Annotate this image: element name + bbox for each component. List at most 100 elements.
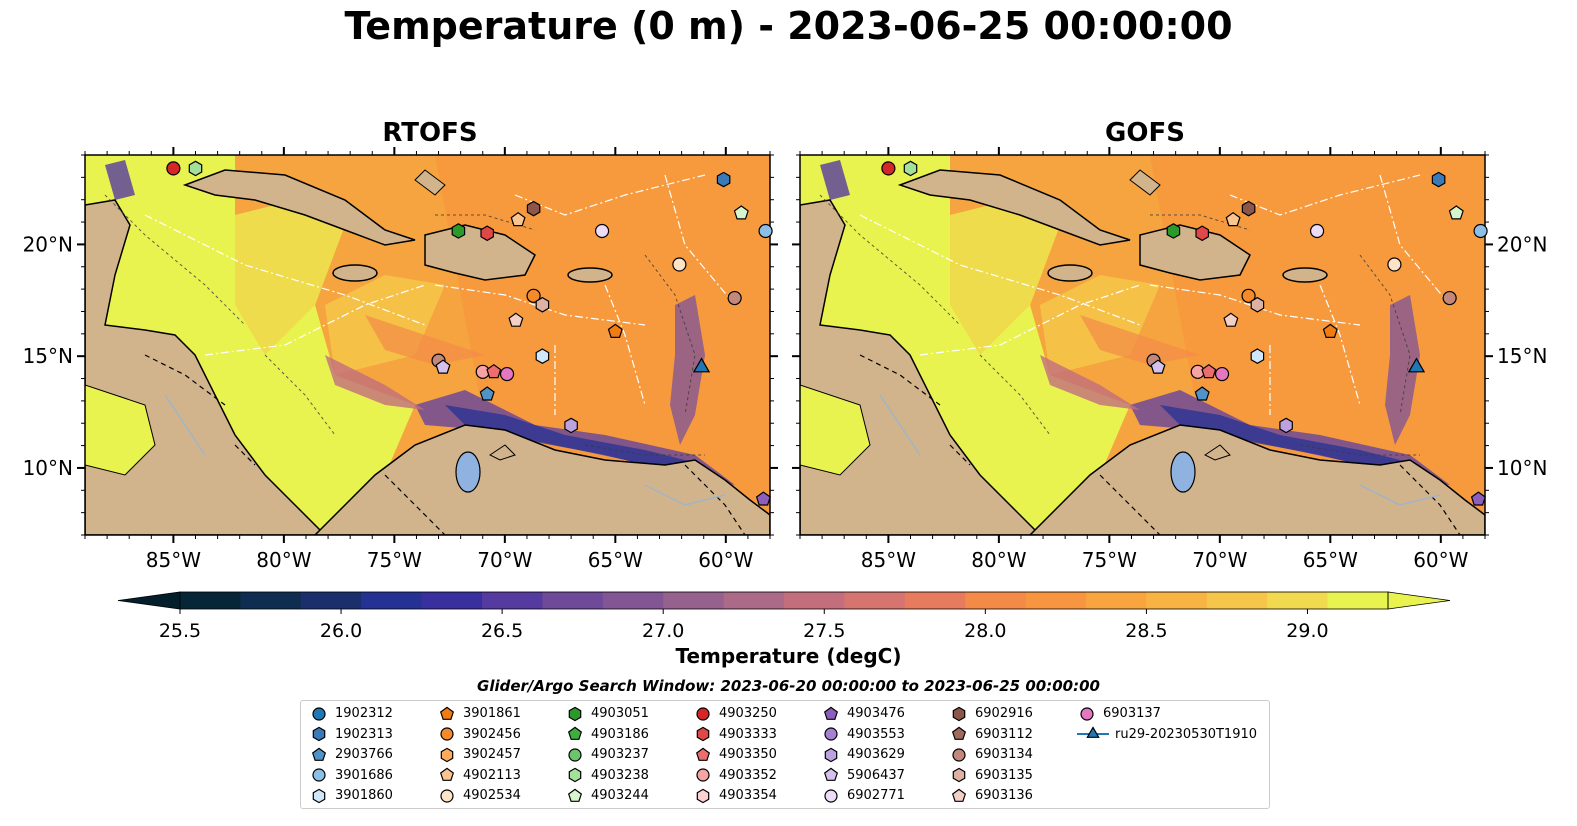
colorbar-label: Temperature (degC)	[675, 644, 902, 668]
lat-tick-label: 20°N	[23, 232, 73, 256]
legend-marker	[696, 726, 710, 742]
legend-marker-shape	[439, 767, 455, 781]
legend-marker	[696, 768, 710, 782]
legend-marker-shape	[312, 788, 326, 803]
legend-item: 4903354	[693, 786, 777, 805]
lon-tick-label: 70°W	[477, 548, 532, 572]
legend-label: 4902534	[463, 788, 521, 803]
legend-item: 1902312	[309, 704, 393, 723]
legend-marker-shape	[696, 788, 710, 803]
legend-label: ru29-20230530T1910	[1115, 726, 1258, 742]
legend-marker	[1080, 706, 1094, 721]
legend-marker-shape	[312, 768, 326, 782]
legend-label: 6903112	[975, 726, 1033, 742]
panel-title-rtofs: RTOFS	[382, 118, 478, 148]
colorbar-frame	[179, 591, 1389, 610]
legend-marker	[567, 726, 583, 740]
legend-item: 6903135	[949, 766, 1033, 785]
lon-tick-label: 65°W	[588, 548, 643, 572]
colorbar-segment	[1086, 592, 1147, 609]
float-marker-6902771	[594, 223, 610, 239]
float-marker-1902313	[716, 171, 731, 188]
float-marker-4902113	[510, 211, 526, 227]
float-marker-3901860	[535, 348, 550, 364]
legend-marker	[312, 768, 326, 782]
float-marker-4903333	[480, 225, 494, 242]
float-marker-4903244	[1448, 205, 1464, 220]
legend-label: 3901686	[335, 767, 393, 783]
colorbar-tick-label: 28.5	[1125, 620, 1167, 642]
legend-label: 4903476	[847, 706, 905, 721]
gofs-frame	[799, 154, 1486, 536]
legend-marker-shape	[311, 747, 327, 761]
float-marker-6903134	[1442, 290, 1457, 306]
float-marker-6903137	[1214, 366, 1230, 382]
legend-marker-shape	[568, 747, 582, 762]
float-marker-3901686	[1473, 223, 1488, 239]
legend-marker	[312, 706, 326, 721]
lon-tick-label: 85°W	[146, 548, 201, 572]
float-marker-6902916	[1241, 200, 1256, 217]
colorbar-segment	[361, 592, 423, 609]
legend-marker-shape	[952, 747, 966, 762]
legend-item: 3902457	[437, 745, 521, 764]
legend-marker-shape	[823, 767, 839, 781]
float-marker-2903766	[479, 386, 495, 401]
legend-marker-shape	[951, 788, 967, 802]
float-marker-3901860	[1250, 348, 1265, 364]
lat-tick-label: 10°N	[23, 456, 73, 480]
colorbar-segment	[1025, 592, 1087, 609]
legend-label: 1902313	[335, 726, 393, 742]
legend-label: 4902113	[463, 767, 521, 783]
legend-item: 6902916	[949, 704, 1033, 723]
legend-item: 4903629	[821, 745, 905, 764]
legend-marker-shape	[952, 706, 966, 721]
legend-item: 4903237	[565, 745, 649, 764]
legend-label: 6903135	[975, 767, 1033, 783]
legend-marker-shape	[568, 706, 582, 721]
colorbar-segment	[1146, 592, 1208, 609]
colorbar-segment	[784, 592, 845, 609]
colorbar-tick-label: 27.5	[803, 620, 845, 642]
colorbar-tick-label: 25.5	[159, 620, 201, 642]
legend-label: 1902312	[335, 706, 393, 721]
float-marker-4902534	[672, 257, 687, 272]
legend-marker	[439, 767, 455, 781]
float-marker-3901686	[758, 223, 773, 239]
legend-label: 6902771	[847, 788, 905, 803]
legend-marker	[568, 747, 582, 762]
lon-tick-label: 75°W	[1082, 548, 1137, 572]
legend-item: 6903136	[949, 786, 1033, 805]
colorbar-segment	[663, 592, 725, 609]
float-marker-4903238	[188, 160, 203, 177]
legend-marker	[823, 706, 839, 720]
float-marker-4903629	[564, 417, 578, 434]
legend-item: 3901860	[309, 786, 393, 805]
legend-marker	[951, 788, 967, 802]
legend-marker	[440, 747, 454, 762]
legend-label: 4903354	[719, 788, 777, 803]
legend-label: 4903333	[719, 726, 777, 742]
float-marker-4903476	[1470, 491, 1486, 506]
map-rtofs	[85, 155, 770, 535]
float-marker-6902771	[1309, 223, 1325, 239]
float-marker-4903250	[166, 161, 181, 176]
legend-label: 3901860	[335, 788, 393, 803]
float-marker-6903135	[535, 296, 550, 313]
float-marker-5906437	[1150, 359, 1166, 374]
lon-tick-label: 85°W	[861, 548, 916, 572]
float-marker-4903238	[903, 160, 918, 177]
colorbar-tick-label: 29.0	[1286, 620, 1328, 642]
colorbar-segment	[844, 592, 906, 609]
colorbar-segment	[904, 592, 966, 609]
float-marker-4903051	[1166, 223, 1181, 239]
legend-label: 6903136	[975, 788, 1033, 803]
float-marker-4903350	[486, 363, 502, 379]
legend-marker	[1077, 726, 1109, 738]
float-marker-6903134	[727, 290, 742, 306]
legend-item: 4902534	[437, 786, 521, 805]
colorbar-segment	[300, 592, 362, 609]
float-marker-4903350	[1201, 363, 1217, 379]
panel-title-gofs: GOFS	[1105, 118, 1185, 148]
legend-label: 4903629	[847, 747, 905, 762]
